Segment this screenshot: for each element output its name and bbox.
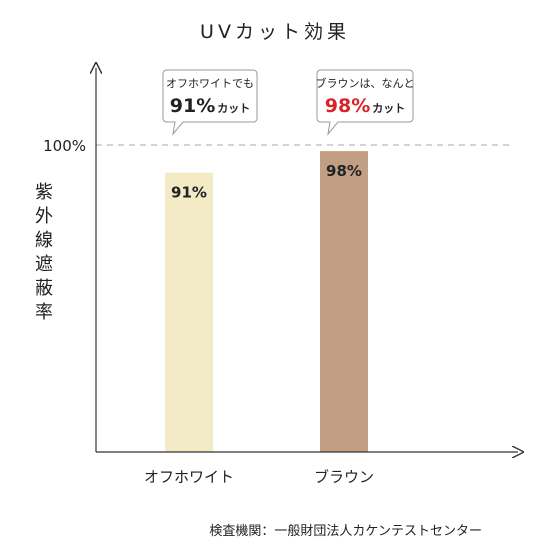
y-axis-label-char: 紫: [35, 182, 53, 203]
source-note: 検査機関：一般財団法人カケンテストセンター: [209, 523, 482, 539]
bar-1: [165, 172, 213, 452]
bar-value-label: 98%: [326, 162, 362, 180]
y-axis-label-char: 外: [35, 206, 53, 227]
callout-bubble: [162, 69, 258, 136]
reference-line-label: 100%: [43, 137, 86, 155]
callout-top-text: ブラウンは、なんと: [316, 76, 415, 90]
chart-title: UVカット効果: [200, 21, 350, 43]
callout-percent: 98%: [325, 95, 370, 117]
bar-2: [320, 151, 368, 452]
callout-top-text: オフホワイトでも: [166, 77, 254, 90]
category-label: ブラウン: [314, 468, 374, 486]
callout-main-text: 98% カット: [325, 95, 405, 117]
callout-suffix: カット: [372, 102, 405, 115]
category-label: オフホワイト: [144, 468, 234, 486]
callout-main-text: 91% カット: [170, 95, 250, 117]
callout-percent: 91%: [170, 95, 215, 117]
y-axis-label-char: 線: [35, 230, 53, 251]
callout-bubble: [316, 69, 414, 136]
callout-suffix: カット: [217, 102, 250, 115]
bar-value-label: 91%: [171, 184, 207, 202]
y-axis-label-char: 率: [35, 302, 53, 323]
callout-2: ブラウンは、なんと 98% カット: [316, 69, 415, 136]
callout-1: オフホワイトでも 91% カット: [162, 69, 258, 136]
y-axis-label-char: 蔽: [35, 278, 53, 299]
y-axis-label-char: 遮: [35, 254, 53, 275]
